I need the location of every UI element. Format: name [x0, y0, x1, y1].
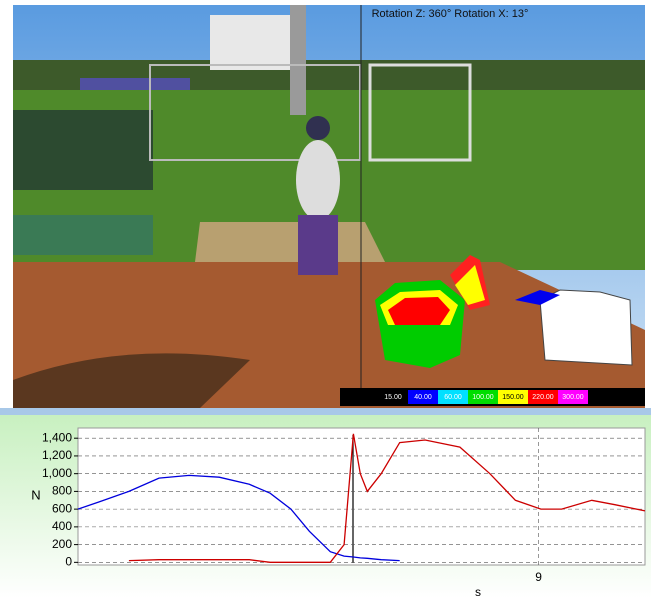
y-tick-label: 1,200: [42, 448, 72, 462]
scale-swatch: [438, 390, 468, 404]
y-tick-label: 600: [52, 501, 72, 515]
y-axis-label: N: [31, 487, 40, 502]
y-tick-label: 800: [52, 484, 72, 498]
y-tick-label: 400: [52, 519, 72, 533]
rotation-overlay: Rotation Z: 360° Rotation X: 13°: [372, 8, 529, 20]
series-line: [128, 433, 646, 563]
scale-swatch: [378, 390, 408, 404]
y-tick-label: 200: [52, 537, 72, 551]
scale-label: 300.00: [562, 394, 584, 401]
scale-swatch: [498, 390, 528, 404]
scale-label: 40.00: [414, 394, 432, 401]
scale-label: 150.00: [502, 394, 524, 401]
scale-swatch: [468, 390, 498, 404]
splitter[interactable]: [0, 408, 651, 415]
scale-swatch: [558, 390, 588, 404]
x-axis-label: s: [475, 585, 481, 598]
scale-label: 220.00: [532, 394, 554, 401]
y-tick-label: 1,400: [42, 430, 72, 444]
series-line: [77, 474, 400, 562]
x-tick-label: 9: [535, 570, 542, 584]
video-frame: Rotation Z: 360° Rotation X: 13° 15.00 40…: [13, 5, 645, 408]
scale-label: 60.00: [444, 394, 462, 401]
plot-area: [77, 427, 646, 566]
scale-label: 15.00: [384, 394, 402, 401]
y-tick-label: 1,000: [42, 466, 72, 480]
scale-swatch: [528, 390, 558, 404]
scale-label: 100.00: [472, 394, 494, 401]
scale-swatch: [408, 390, 438, 404]
pressure-plot-3d: [375, 255, 633, 368]
color-scale: 15.00 40.00 60.00 100.00 150.00 220.00 300.00: [378, 390, 588, 404]
y-tick-label: 0: [65, 555, 72, 569]
